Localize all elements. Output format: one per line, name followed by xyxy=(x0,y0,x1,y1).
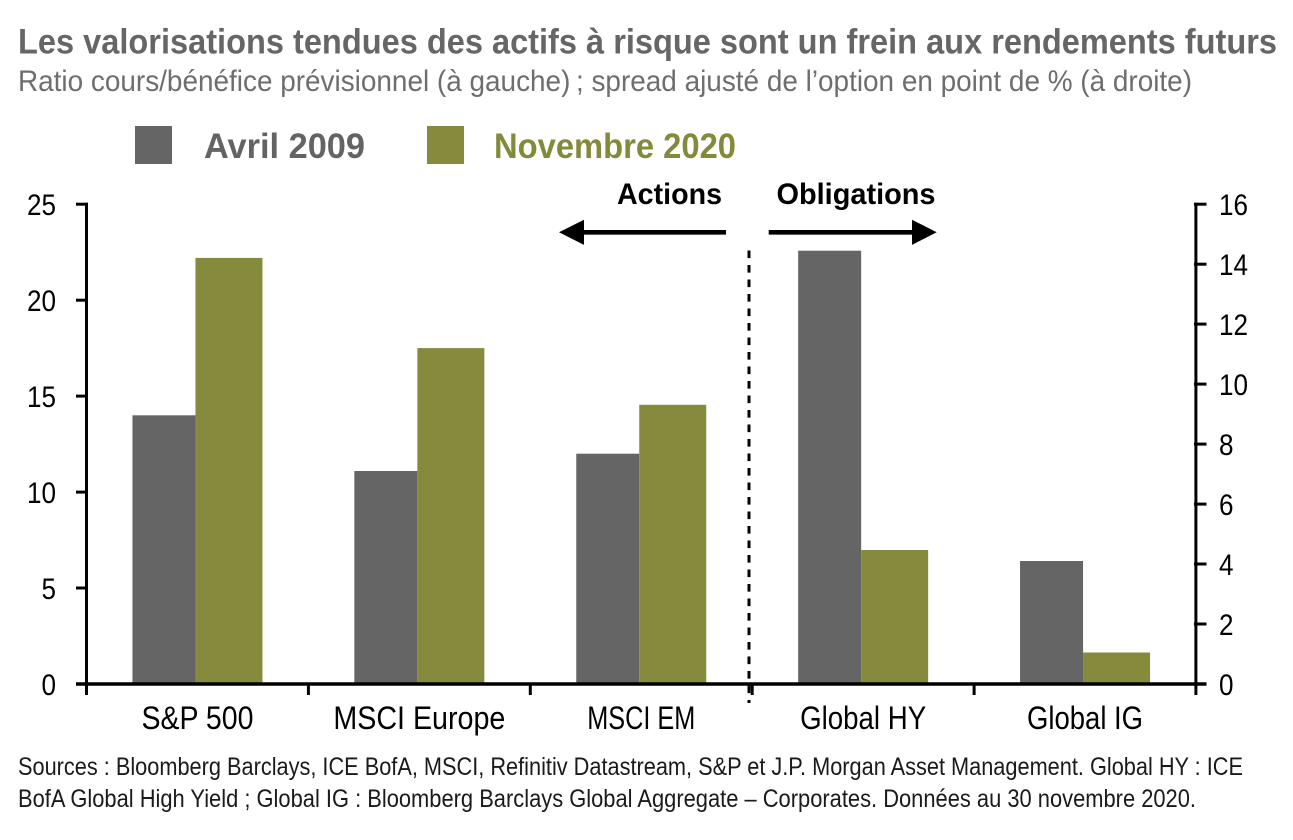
svg-text:0: 0 xyxy=(42,669,57,702)
svg-text:0: 0 xyxy=(1219,669,1234,702)
svg-text:Les valorisations tendues des: Les valorisations tendues des actifs à r… xyxy=(18,22,1277,62)
svg-text:10: 10 xyxy=(1219,369,1248,402)
svg-text:Sources : Bloomberg Barclays,: Sources : Bloomberg Barclays, ICE BofA, … xyxy=(18,753,1243,781)
svg-text:10: 10 xyxy=(27,477,56,510)
svg-text:Ratio cours/bénéfice prévision: Ratio cours/bénéfice prévisionnel (à gau… xyxy=(18,65,1192,98)
svg-text:BofA Global High Yield ; Globa: BofA Global High Yield ; Global IG : Blo… xyxy=(18,785,1196,813)
svg-text:S&P 500: S&P 500 xyxy=(141,700,253,736)
svg-text:Obligations: Obligations xyxy=(777,178,936,211)
svg-text:Actions: Actions xyxy=(617,178,722,211)
svg-text:20: 20 xyxy=(27,285,56,318)
svg-text:16: 16 xyxy=(1219,189,1248,222)
svg-text:2: 2 xyxy=(1219,609,1234,642)
svg-text:MSCI Europe: MSCI Europe xyxy=(333,700,505,736)
svg-text:4: 4 xyxy=(1219,549,1234,582)
svg-text:MSCI EM: MSCI EM xyxy=(587,700,695,736)
svg-text:Global HY: Global HY xyxy=(800,700,926,736)
svg-text:Avril 2009: Avril 2009 xyxy=(204,127,365,166)
svg-text:15: 15 xyxy=(27,381,56,414)
svg-text:12: 12 xyxy=(1219,309,1248,342)
svg-text:8: 8 xyxy=(1219,429,1234,462)
svg-text:Novembre 2020: Novembre 2020 xyxy=(494,127,736,166)
svg-text:25: 25 xyxy=(27,189,56,222)
svg-text:5: 5 xyxy=(42,573,57,606)
svg-text:14: 14 xyxy=(1219,249,1248,282)
svg-text:Global IG: Global IG xyxy=(1027,700,1143,736)
svg-text:6: 6 xyxy=(1219,489,1234,522)
